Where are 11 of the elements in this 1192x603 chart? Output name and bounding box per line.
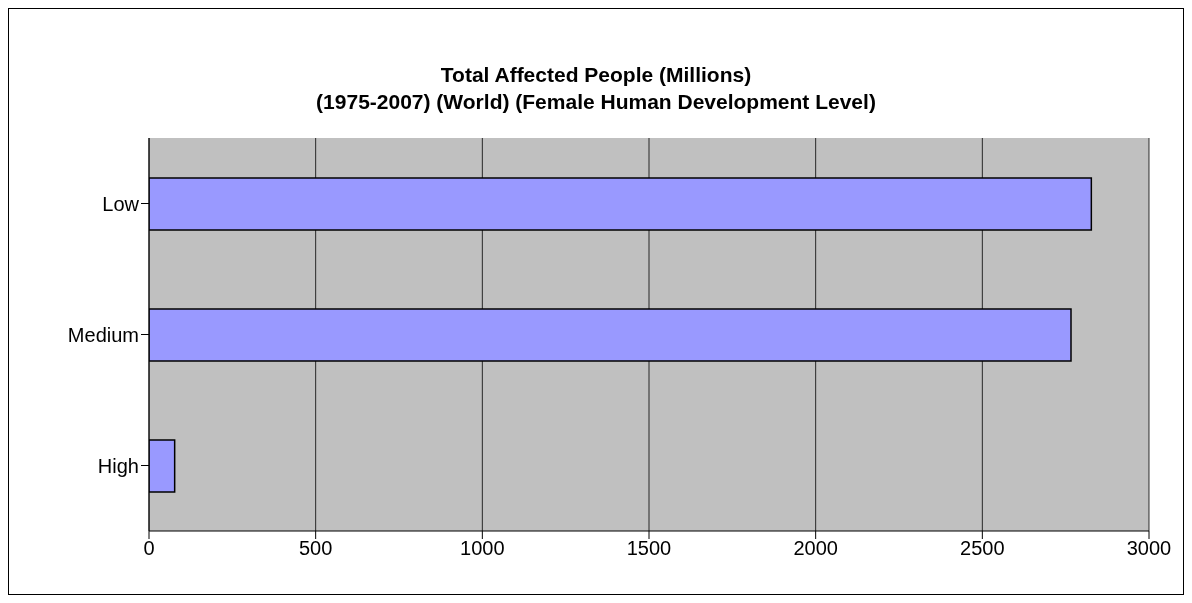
x-tick-label: 3000 [1126,537,1172,560]
x-tick-label: 0 [143,537,155,560]
x-tick-label: 1000 [460,537,505,560]
x-tick-label: 500 [298,537,333,560]
y-tick-label: Low [102,192,140,215]
x-tick-label: 2500 [960,537,1005,560]
x-tick-label: 2000 [793,537,838,560]
x-tick-label: 1500 [626,537,672,560]
chart-title: Total Affected People (Millions) (1975-2007) (World) (Female Human Development Level) [315,62,877,115]
y-tick-label: High [97,454,139,477]
y-tick-label: Medium [67,323,139,346]
